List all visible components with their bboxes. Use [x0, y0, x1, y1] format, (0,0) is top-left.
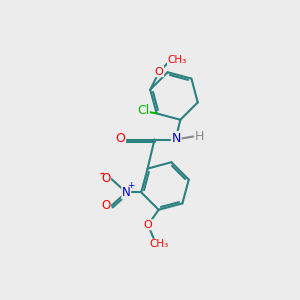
- Text: O: O: [101, 200, 110, 212]
- Text: CH₃: CH₃: [149, 239, 168, 249]
- Text: -: -: [99, 169, 104, 178]
- Text: CH₃: CH₃: [168, 55, 187, 64]
- Text: +: +: [127, 181, 134, 190]
- Text: O: O: [101, 172, 110, 185]
- Text: O: O: [144, 220, 152, 230]
- Text: Cl: Cl: [137, 104, 149, 118]
- Text: O: O: [155, 67, 164, 76]
- Text: O: O: [116, 131, 125, 145]
- Text: H: H: [195, 130, 204, 143]
- Text: N: N: [122, 186, 130, 199]
- Text: N: N: [171, 131, 181, 145]
